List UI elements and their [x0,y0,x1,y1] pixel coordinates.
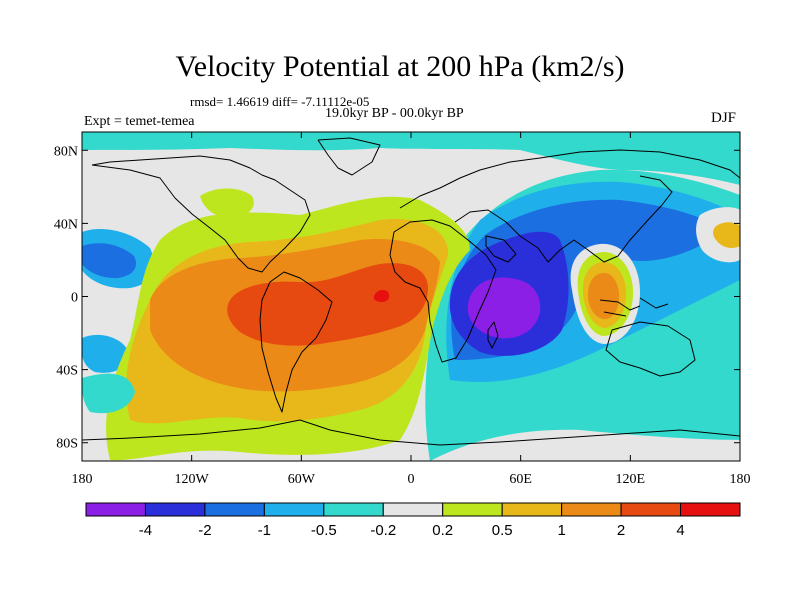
colorbar-swatch [442,502,503,517]
y-tick-label: 80S [56,437,78,452]
y-tick-label: 80N [54,144,78,159]
experiment-text: Expt = temet-temea [84,114,195,129]
colorbar-swatch [144,502,206,517]
contour-neg-0.2-north-america [200,188,254,218]
coast-africa [389,219,497,363]
colorbar-label: -0.2 [370,522,396,539]
x-tick-label: 0 [408,472,415,487]
colorbar-swatch [501,502,563,517]
colorbar-swatch [323,502,384,517]
y-tick-label: 0 [71,291,78,306]
coastlines [82,137,740,446]
colorbar-swatch [561,502,622,517]
coast-arabia [485,235,517,263]
y-axis: 80N 40N 0 40S 80S [54,144,740,452]
colorbar-label: 0.2 [432,522,453,539]
contour-neg-0.5-date-line [82,334,130,373]
contour-pos-2-maritime [588,272,620,320]
coast-australia [605,321,696,377]
map-title: Velocity Potential at 200 hPa (km2/s) [175,50,625,83]
contour-pos-2-atlantic [227,263,428,346]
stats-text: rmsd= 1.46619 diff= -7.11112e-05 [190,94,370,109]
colorbar: -4 -2 -1 -0.5 -0.2 0.2 0.5 1 2 4 [85,502,741,539]
contour-neg-0.2-arctic [82,132,740,185]
season-text: DJF [711,110,737,126]
contour-pos-0.5-far-east [713,222,740,248]
x-axis: 180 120W 60W 0 60E 120E 180 [72,132,751,487]
period-text: 19.0kyr BP - 00.0kyr BP [325,106,464,121]
colorbar-label: 2 [617,522,625,539]
coast-eurasia [399,149,740,263]
colorbar-label: 0.5 [492,522,513,539]
colorbar-label: 1 [557,522,565,539]
colorbar-label: -0.5 [311,522,337,539]
coast-madagascar [487,321,499,349]
coast-antarctica [82,419,740,446]
colorbar-label: -2 [198,522,211,539]
colorbar-swatch [382,502,444,517]
y-tick-label: 40N [54,217,78,232]
x-tick-label: 180 [72,472,93,487]
colorbar-label: 4 [676,522,684,539]
coast-indonesia [599,297,669,317]
colorbar-label: -4 [139,522,152,539]
colorbar-label: -1 [258,522,271,539]
y-tick-label: 40S [56,364,78,379]
contour-neg-4-indian [467,277,541,339]
x-tick-label: 180 [730,472,751,487]
coast-greenland [317,137,381,176]
colorbar-swatch [204,502,265,517]
contour-neg-1-west-pacific [82,243,137,279]
x-tick-label: 60W [288,472,316,487]
coast-north-america [91,155,311,273]
colorbar-swatch [620,502,682,517]
contour-neg-0.2-greenland [299,160,361,187]
x-tick-label: 120W [175,472,210,487]
contour-neg-0.2-southern [82,373,135,414]
contour-field [82,132,740,461]
x-tick-label: 120E [616,472,646,487]
x-tick-label: 60E [509,472,532,487]
contour-pos-4-atlantic [373,289,390,302]
colorbar-swatch [263,502,325,517]
colorbar-swatch [680,502,741,517]
coast-south-america [259,271,333,413]
colorbar-swatch [85,502,146,517]
